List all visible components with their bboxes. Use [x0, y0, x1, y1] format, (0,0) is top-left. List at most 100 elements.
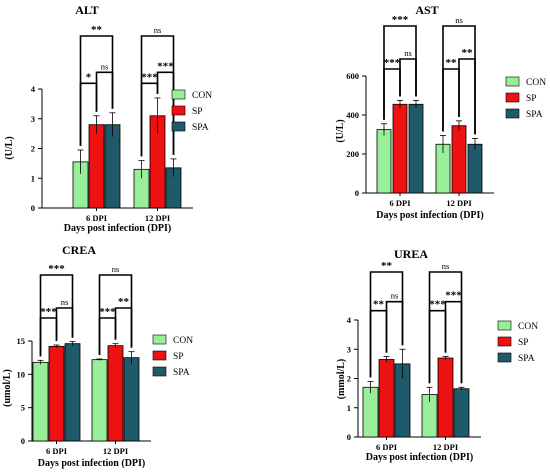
significance-bracket — [458, 58, 476, 135]
bar-spa — [64, 343, 81, 442]
significance-bracket — [98, 274, 133, 355]
significance-label: ns — [154, 25, 162, 35]
y-tick-label: 10 — [17, 369, 26, 379]
bar-sp — [107, 345, 124, 442]
legend-swatch-sp — [505, 92, 520, 103]
y-tick-label: 4 — [347, 315, 352, 325]
legend-swatch-con — [497, 320, 512, 331]
legend-swatch-con — [171, 89, 186, 100]
bar-con — [91, 359, 108, 442]
significance-label: ns — [112, 264, 120, 274]
significance-label: *** — [99, 306, 116, 318]
significance-bracket — [79, 35, 114, 146]
significance-bracket — [383, 25, 417, 120]
y-tick-label: 200 — [346, 149, 359, 159]
y-tick-label: 0 — [21, 436, 25, 446]
chart-ast: AST 0 200 400 600 (U/L) 6 DPI 12 DPI Days post i… — [335, 3, 546, 221]
bar-sp — [378, 359, 395, 438]
legend-label: SP — [173, 352, 184, 362]
y-axis-label: (mmol/L) — [336, 359, 347, 400]
significance-label: ns — [455, 15, 463, 25]
y-tick-label: 3 — [347, 344, 351, 354]
bar-sp — [48, 345, 65, 442]
significance-label: ** — [381, 260, 393, 272]
y-tick-label: 1 — [347, 403, 351, 413]
bar-con — [362, 386, 379, 438]
x-axis-label: Days post infection (DPI) — [38, 458, 146, 469]
legend-label: CON — [518, 322, 538, 332]
x-tick-label: 12 DPI — [446, 198, 472, 208]
y-tick-label: 5 — [21, 403, 25, 413]
chart-title: CREA — [62, 243, 96, 257]
significance-label: ** — [446, 57, 458, 69]
significance-label: ns — [404, 48, 412, 58]
significance-label: ** — [91, 24, 103, 36]
legend-swatch-sp — [152, 350, 167, 361]
significance-label: ** — [462, 47, 474, 59]
legend-swatch-spa — [497, 352, 512, 363]
x-tick-label: 12 DPI — [145, 213, 171, 223]
chart-title: AST — [415, 3, 438, 17]
y-tick-label: 3 — [31, 114, 35, 124]
legend-label: SP — [526, 94, 537, 104]
bar-sp — [392, 103, 408, 194]
significance-label: * — [86, 71, 92, 83]
y-tick-label: 2 — [31, 144, 35, 154]
bar-spa — [123, 357, 140, 442]
significance-label: ** — [118, 296, 130, 308]
legend-swatch-con — [152, 334, 167, 345]
significance-bracket — [442, 25, 476, 135]
bar-con — [32, 361, 49, 442]
chart-crea: CREA 0 5 10 15 (umol/L) 6 DPI 12 DPI Days post i… — [2, 243, 193, 469]
significance-label: *** — [40, 306, 57, 318]
y-axis-label: (U/L) — [4, 136, 15, 159]
significance-label: *** — [157, 60, 174, 72]
legend-swatch-sp — [171, 105, 186, 116]
x-tick-label: 6 DPI — [376, 442, 398, 452]
legend-label: SPA — [192, 123, 209, 133]
x-tick-label: 12 DPI — [103, 446, 129, 456]
bar-sp — [88, 124, 105, 209]
x-axis-label: Days post infection (DPI) — [64, 223, 172, 234]
significance-label: ns — [442, 261, 450, 271]
chart-title: ALT — [75, 3, 99, 17]
y-tick-label: 15 — [17, 336, 26, 346]
legend-label: SPA — [526, 110, 543, 120]
legend-swatch-spa — [152, 366, 167, 377]
significance-bracket — [399, 58, 417, 97]
significance-bracket — [95, 71, 114, 112]
y-tick-label: 1 — [31, 173, 35, 183]
significance-label: ** — [373, 299, 385, 311]
significance-label: *** — [141, 71, 158, 83]
x-tick-label: 6 DPI — [86, 213, 108, 223]
y-tick-label: 0 — [355, 188, 359, 198]
legend-label: CON — [526, 78, 546, 88]
legend-label: SP — [192, 107, 203, 117]
legend-label: SPA — [173, 368, 190, 378]
significance-label: ns — [101, 61, 109, 71]
bar-con — [376, 129, 392, 194]
significance-label: *** — [429, 299, 446, 311]
y-tick-label: 400 — [346, 110, 359, 120]
y-axis-label: (U/L) — [335, 119, 346, 142]
significance-label: *** — [48, 263, 65, 275]
x-axis-label: Days post infection (DPI) — [366, 452, 474, 463]
legend-label: CON — [192, 91, 212, 101]
bar-spa — [453, 388, 470, 438]
x-tick-label: 6 DPI — [46, 446, 68, 456]
significance-label: ns — [61, 297, 69, 307]
legend-label: SP — [518, 338, 529, 348]
legend-swatch-spa — [505, 108, 520, 119]
y-axis-label: (umol/L) — [2, 369, 13, 407]
significance-bracket — [385, 300, 404, 353]
bar-spa — [104, 124, 121, 209]
y-tick-label: 4 — [31, 84, 36, 94]
bar-spa — [467, 143, 483, 194]
bar-sp — [437, 357, 454, 438]
bar-spa — [408, 103, 424, 194]
significance-bracket — [55, 307, 74, 341]
legend-label: CON — [173, 336, 193, 346]
significance-label: *** — [445, 290, 462, 302]
